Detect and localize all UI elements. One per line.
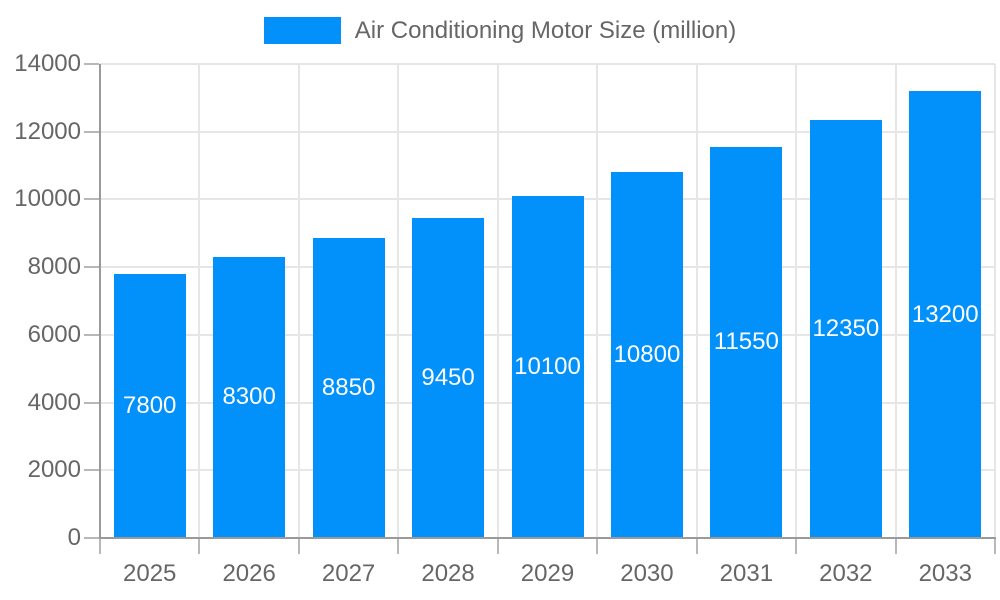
- x-tick: [397, 539, 400, 554]
- y-axis-label: 0: [67, 524, 81, 551]
- x-gridline: [894, 64, 897, 538]
- bar-value-label: 8300: [222, 383, 276, 411]
- y-tick: [84, 63, 99, 65]
- x-axis-label: 2032: [819, 560, 873, 587]
- y-axis-label: 14000: [14, 50, 81, 77]
- y-axis-label: 6000: [27, 320, 81, 348]
- bar: 13200: [909, 91, 982, 538]
- y-axis-label: 4000: [27, 388, 81, 416]
- y-tick: [84, 469, 99, 472]
- x-gridline: [596, 64, 599, 538]
- y-axis-line: [99, 64, 101, 538]
- bar: 7800: [113, 273, 186, 538]
- y-axis-label: 10000: [14, 185, 81, 213]
- bar-value-label: 8850: [321, 374, 376, 402]
- x-tick: [894, 539, 897, 554]
- x-axis-label: 2028: [421, 560, 475, 587]
- bar: 10800: [610, 172, 683, 538]
- y-gridline: [100, 130, 995, 133]
- bar-value-label: 10800: [613, 341, 681, 369]
- x-axis-label: 2031: [719, 560, 774, 587]
- x-gridline: [397, 64, 400, 538]
- x-gridline: [198, 64, 201, 538]
- x-gridline: [297, 64, 300, 538]
- y-tick: [84, 333, 99, 336]
- legend-label[interactable]: Air Conditioning Motor Size (million): [354, 17, 737, 44]
- x-tick: [297, 539, 300, 554]
- x-gridline: [496, 64, 499, 538]
- bar-value-label: 13200: [911, 300, 979, 328]
- x-tick: [596, 539, 599, 554]
- x-tick: [198, 539, 201, 554]
- x-gridline: [795, 64, 798, 538]
- y-axis-label: 12000: [14, 117, 81, 145]
- x-axis-label: 2033: [918, 560, 972, 587]
- bar: 9450: [412, 218, 485, 538]
- plot-right-border: [994, 64, 996, 538]
- legend-swatch[interactable]: [263, 17, 341, 44]
- bar-value-label: 10100: [514, 353, 581, 380]
- x-tick: [994, 539, 996, 554]
- bar: 10100: [511, 196, 584, 538]
- y-gridline: [100, 63, 995, 65]
- x-axis-label: 2027: [321, 560, 376, 587]
- y-tick: [84, 266, 99, 269]
- legend: Air Conditioning Motor Size (million): [0, 17, 1000, 44]
- x-axis-line: [99, 537, 996, 539]
- y-tick: [84, 130, 99, 133]
- x-axis-label: 2030: [620, 560, 674, 587]
- bar-value-label: 12350: [812, 314, 880, 342]
- x-tick: [496, 539, 499, 554]
- x-axis-label: 2029: [520, 560, 575, 587]
- y-tick: [84, 401, 99, 404]
- y-axis-label: 8000: [27, 253, 81, 281]
- bar-value-label: 11550: [713, 328, 779, 356]
- x-axis-label: 2025: [123, 560, 177, 587]
- x-axis-label: 2026: [222, 560, 276, 587]
- x-gridline: [695, 64, 698, 538]
- bar: 11550: [710, 146, 783, 538]
- bar-value-label: 9450: [421, 364, 475, 392]
- y-axis-label: 2000: [27, 456, 81, 484]
- y-tick: [84, 198, 99, 201]
- bar: 8300: [213, 256, 286, 538]
- x-tick: [695, 539, 698, 554]
- bar: 12350: [809, 119, 882, 538]
- y-tick: [84, 537, 99, 539]
- bar-value-label: 7800: [123, 391, 177, 419]
- bar: 8850: [312, 238, 385, 538]
- x-tick: [99, 539, 101, 554]
- x-tick: [795, 539, 798, 554]
